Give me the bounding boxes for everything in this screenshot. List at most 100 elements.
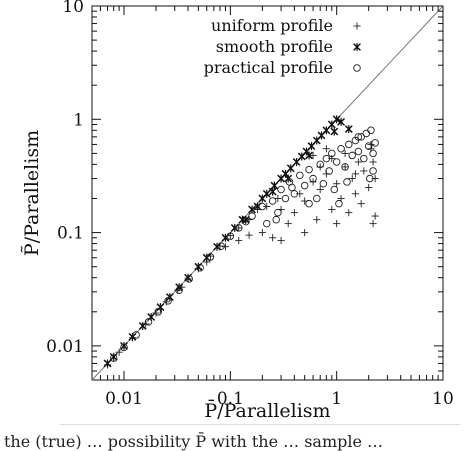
data-point <box>357 133 365 141</box>
data-point <box>138 321 147 330</box>
data-point <box>369 220 377 228</box>
data-point <box>290 190 299 198</box>
x-tick-label: 0.1 <box>217 389 244 409</box>
data-point <box>371 212 379 220</box>
data-point <box>258 202 267 211</box>
data-point <box>235 224 243 232</box>
data-point <box>332 158 341 166</box>
data-point <box>369 149 377 158</box>
data-point <box>185 275 193 283</box>
data-point <box>132 331 140 339</box>
data-point <box>221 233 230 242</box>
data-point <box>360 154 368 163</box>
data-point <box>277 236 285 245</box>
data-point <box>245 231 253 239</box>
data-point <box>348 174 356 183</box>
data-point <box>262 219 271 228</box>
legend-label: smooth profile <box>216 37 333 56</box>
data-point <box>365 183 373 192</box>
data-point <box>268 187 277 196</box>
y-tick-label: 1 <box>73 110 84 130</box>
data-point <box>175 286 183 294</box>
data-point <box>354 133 363 141</box>
data-point <box>371 174 379 183</box>
data-points <box>103 115 379 369</box>
x-tick-label: 0.01 <box>105 389 143 409</box>
data-point <box>263 202 271 211</box>
data-point <box>272 215 280 224</box>
data-point <box>351 190 359 198</box>
data-point <box>296 171 304 180</box>
legend-marker <box>353 22 361 30</box>
data-point <box>226 232 235 240</box>
data-point <box>202 253 211 262</box>
data-point <box>357 200 365 208</box>
data-point <box>333 220 341 228</box>
data-point <box>109 352 118 361</box>
y-axis-title: P̃/Parallelism <box>21 130 43 256</box>
series-circle <box>109 126 379 362</box>
data-point <box>316 160 324 169</box>
legend-marker <box>353 43 361 51</box>
series-star <box>103 115 353 368</box>
data-point <box>221 243 230 251</box>
data-point <box>156 303 165 312</box>
data-point <box>345 209 353 217</box>
y-tick-label: 0.1 <box>57 224 84 244</box>
plot-frame <box>91 5 444 381</box>
scatter-chart: 0.01 0.1 1 10 0.01 0.1 1 10 uniform profile smoo… <box>21 0 454 422</box>
data-point <box>325 167 333 175</box>
data-point <box>345 140 353 149</box>
data-point <box>128 332 137 341</box>
data-point <box>120 341 128 350</box>
data-point <box>343 178 351 186</box>
series-plus <box>103 140 379 369</box>
data-point <box>309 174 317 183</box>
data-point <box>328 205 336 214</box>
data-point <box>367 126 375 135</box>
data-point <box>354 158 362 166</box>
data-point <box>206 253 215 261</box>
data-point <box>301 228 309 237</box>
data-point <box>281 194 290 203</box>
data-point <box>290 209 298 217</box>
data-point <box>284 220 292 228</box>
data-point <box>286 164 295 173</box>
data-point <box>165 293 174 302</box>
data-point <box>305 199 313 208</box>
data-point <box>369 167 377 175</box>
data-point <box>344 125 353 134</box>
data-point <box>274 194 282 203</box>
data-point <box>305 151 313 160</box>
data-point <box>305 165 313 174</box>
data-point <box>362 129 371 138</box>
caption-divider <box>60 424 460 425</box>
data-point <box>367 140 375 149</box>
data-point <box>115 348 123 356</box>
data-point <box>248 212 256 220</box>
data-point <box>235 236 243 245</box>
data-point <box>277 185 285 194</box>
data-point <box>154 308 163 316</box>
data-point <box>242 217 250 226</box>
data-point <box>360 167 368 175</box>
data-point <box>230 223 239 232</box>
data-point <box>241 215 250 224</box>
data-point <box>103 359 112 368</box>
data-point <box>258 228 266 237</box>
data-point <box>335 199 343 208</box>
data-point <box>341 163 349 171</box>
data-point <box>348 151 356 160</box>
data-point <box>300 181 309 190</box>
data-point <box>144 318 153 326</box>
data-point <box>330 185 339 194</box>
data-point <box>330 127 339 136</box>
data-point <box>120 343 128 352</box>
data-point <box>196 263 204 272</box>
legend-label: uniform profile <box>211 16 333 35</box>
data-point <box>337 117 346 126</box>
data-point <box>328 149 336 158</box>
data-point <box>354 147 363 156</box>
data-point <box>316 185 324 194</box>
data-point <box>322 145 330 153</box>
